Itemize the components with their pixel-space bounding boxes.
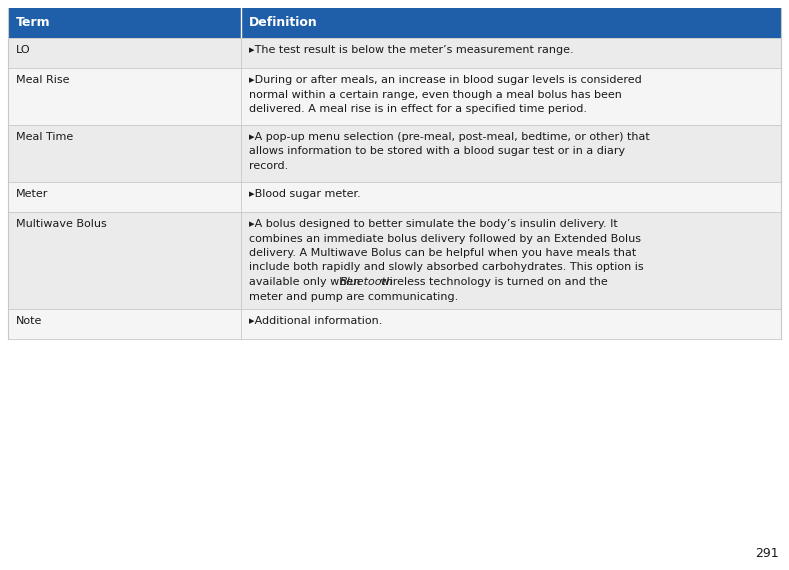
Text: wireless technology is turned on and the: wireless technology is turned on and the [377, 277, 608, 287]
Text: normal within a certain range, even though a meal bolus has been: normal within a certain range, even thou… [249, 89, 622, 100]
Text: record.: record. [249, 161, 288, 171]
Text: ▸Blood sugar meter.: ▸Blood sugar meter. [249, 189, 361, 199]
Bar [8, 212, 781, 309]
Text: Definition: Definition [249, 17, 318, 30]
Text: Meal Time: Meal Time [16, 132, 73, 142]
Text: Bluetooth: Bluetooth [340, 277, 394, 287]
Text: delivered. A meal rise is in effect for a specified time period.: delivered. A meal rise is in effect for … [249, 104, 587, 114]
Text: ▸During or after meals, an increase in blood sugar levels is considered: ▸During or after meals, an increase in b… [249, 75, 641, 85]
Text: 291: 291 [755, 547, 779, 560]
Text: Term: Term [16, 17, 50, 30]
Text: ▸A pop‑up menu selection (pre‑meal, post‑meal, bedtime, or other) that: ▸A pop‑up menu selection (pre‑meal, post… [249, 132, 650, 142]
Text: LO: LO [16, 45, 31, 55]
Text: ▸The test result is below the meter’s measurement range.: ▸The test result is below the meter’s me… [249, 45, 574, 55]
Text: delivery. A Multiwave Bolus can be helpful when you have meals that: delivery. A Multiwave Bolus can be helpf… [249, 248, 636, 258]
Bar [8, 68, 781, 125]
Text: Multiwave Bolus: Multiwave Bolus [16, 219, 107, 229]
Bar [8, 125, 781, 182]
Bar [8, 8, 781, 38]
Text: combines an immediate bolus delivery followed by an Extended Bolus: combines an immediate bolus delivery fol… [249, 234, 641, 243]
Bar [8, 38, 781, 68]
Text: Meal Rise: Meal Rise [16, 75, 69, 85]
Text: allows information to be stored with a blood sugar test or in a diary: allows information to be stored with a b… [249, 146, 625, 157]
Text: Note: Note [16, 316, 43, 326]
Text: ▸Additional information.: ▸Additional information. [249, 316, 383, 326]
Text: available only when: available only when [249, 277, 364, 287]
Text: include both rapidly and slowly absorbed carbohydrates. This option is: include both rapidly and slowly absorbed… [249, 263, 644, 272]
Text: Meter: Meter [16, 189, 48, 199]
Bar [8, 309, 781, 339]
Text: ▸A bolus designed to better simulate the body’s insulin delivery. It: ▸A bolus designed to better simulate the… [249, 219, 618, 229]
Text: meter and pump are communicating.: meter and pump are communicating. [249, 291, 458, 302]
Bar [8, 182, 781, 212]
